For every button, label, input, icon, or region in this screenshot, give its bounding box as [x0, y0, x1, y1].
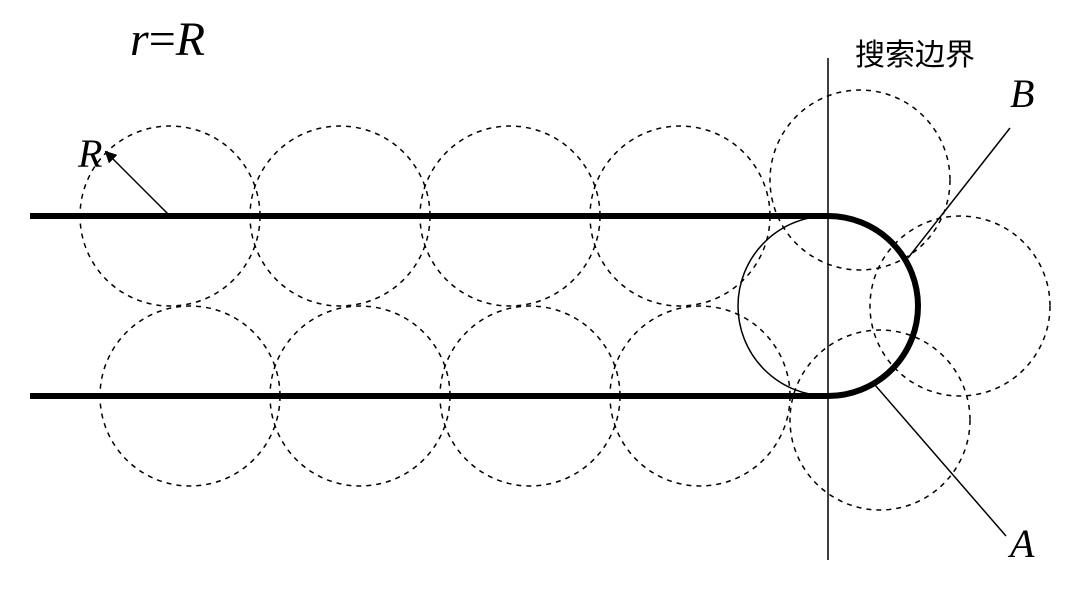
- leader-line-B: [908, 128, 1010, 258]
- title-r: r: [130, 13, 149, 66]
- point-B-label: B: [1010, 70, 1034, 117]
- sensing-circle: [870, 216, 1050, 396]
- point-A-label: A: [1010, 520, 1034, 567]
- diagram-svg: [0, 0, 1077, 612]
- title-equation: r=R: [130, 12, 205, 67]
- sensing-circle: [770, 90, 950, 270]
- title-R: R: [176, 13, 205, 66]
- title-eq: =: [149, 13, 176, 66]
- leader-line-A: [875, 385, 1006, 536]
- search-path: [30, 216, 918, 396]
- boundary-label: 搜索边界: [855, 30, 975, 74]
- sensing-circle: [790, 330, 970, 510]
- radius-arrow: [106, 152, 170, 216]
- radius-label: R: [78, 130, 102, 177]
